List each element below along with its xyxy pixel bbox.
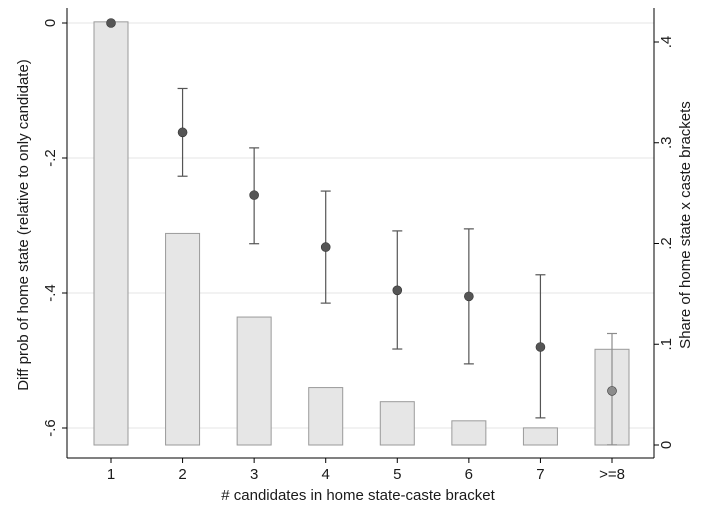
- x-tick-label-5: 5: [393, 466, 401, 483]
- point-3: [249, 190, 259, 200]
- point-4: [320, 242, 331, 252]
- x-axis-label: # candidates in home state-caste bracket: [221, 487, 495, 504]
- point-2: [177, 127, 188, 138]
- left-y-axis-label: Diff prob of home state (relative to onl…: [15, 59, 32, 391]
- right-tick-label-2: .2: [658, 237, 675, 250]
- right-tick-label-1: .1: [658, 338, 675, 351]
- bar-6: [451, 420, 487, 446]
- point-6: [464, 291, 474, 302]
- tick-labels: 0 -.2 -.4 -.6 0 .1 .2 .3 .4 1 2 3 4 5 6 7 >=8: [42, 19, 675, 483]
- x-tick-label-6: 6: [465, 466, 473, 483]
- gridlines: [67, 22, 654, 429]
- point-7: [535, 342, 546, 352]
- point-5: [392, 285, 403, 296]
- x-tick-label-7: 7: [536, 466, 544, 483]
- right-tick-label-0: 0: [658, 441, 675, 449]
- left-tick-label-3: -.6: [42, 419, 59, 437]
- bar-1: [93, 21, 129, 446]
- right-tick-label-4: .4: [658, 36, 675, 49]
- axes: [62, 8, 659, 463]
- right-y-axis-label: Share of home state x caste brackets: [677, 101, 694, 349]
- left-tick-label-1: -.2: [42, 149, 59, 167]
- x-tick-label->=8: >=8: [599, 466, 625, 483]
- bar-7: [522, 427, 558, 446]
- point->=8: [607, 386, 617, 396]
- bar-2: [165, 232, 201, 446]
- bar-3: [236, 316, 272, 446]
- x-tick-label-3: 3: [250, 466, 258, 483]
- x-tick-label-1: 1: [107, 466, 115, 483]
- bar-4: [308, 387, 344, 446]
- left-tick-label-2: -.4: [42, 284, 59, 302]
- right-tick-label-3: .3: [658, 136, 675, 149]
- left-tick-label-0: 0: [42, 19, 59, 27]
- x-tick-label-4: 4: [322, 466, 330, 483]
- point-1: [106, 18, 116, 28]
- bar-5: [379, 401, 415, 446]
- point-series: [106, 18, 617, 396]
- x-tick-label-2: 2: [178, 466, 186, 483]
